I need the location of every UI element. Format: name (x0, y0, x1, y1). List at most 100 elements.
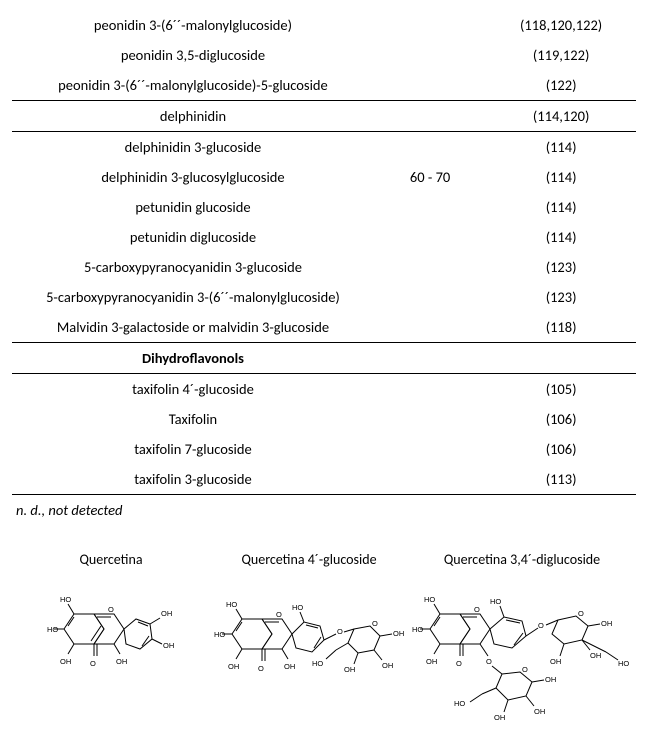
svg-text:HO: HO (60, 595, 71, 604)
svg-text:OH: OH (228, 662, 239, 671)
svg-text:OH: OH (545, 675, 556, 684)
compound-value (374, 404, 486, 434)
structure-icon: HO HO OH O OH OH OH O (46, 574, 176, 684)
svg-text:OH: OH (382, 661, 393, 670)
compound-reference: (118) (486, 312, 636, 343)
compound-value (374, 222, 486, 252)
molecule-row: Quercetina HO HO OH O OH (12, 551, 636, 724)
table-row: delphinidin 3-glucosylglucoside60 - 70(1… (12, 162, 636, 192)
compound-reference: (114) (486, 132, 636, 163)
molecule-quercetina-4-glucoside: Quercetina 4´-glucoside HO HO OH O OH HO… (210, 551, 408, 724)
svg-text:OH: OH (284, 662, 295, 671)
compound-reference: (119,122) (486, 40, 636, 70)
svg-text:OH: OH (494, 713, 505, 722)
svg-text:O: O (474, 605, 480, 614)
structure-icon: HO HO OH O OH HO O O O OH OH OH HO (214, 574, 404, 694)
svg-text:O: O (337, 627, 343, 636)
compound-name: delphinidin 3-glucoside (12, 132, 374, 163)
table-row: delphinidin 3-glucoside (114) (12, 132, 636, 163)
table-row: peonidin 3-(6´´-malonylglucoside)(118,12… (12, 10, 636, 40)
compound-value (374, 434, 486, 464)
compound-name: Malvidin 3-galactoside or malvidin 3-glu… (12, 312, 374, 343)
compound-name: petunidin glucoside (12, 192, 374, 222)
table-row: Malvidin 3-galactoside or malvidin 3-glu… (12, 312, 636, 343)
svg-text:HO: HO (47, 625, 58, 634)
table-row: taxifolin 3-glucoside (113) (12, 464, 636, 495)
svg-text:OH: OH (590, 651, 601, 660)
svg-text:OH: OH (116, 657, 127, 666)
compound-value (374, 464, 486, 495)
compound-name: 5-carboxypyranocyanidin 3-(6´´-malonylgl… (12, 282, 374, 312)
compound-value (374, 343, 486, 374)
compound-reference (486, 343, 636, 374)
svg-text:HO: HO (618, 659, 629, 668)
svg-text:O: O (372, 619, 378, 628)
compound-reference: (114) (486, 222, 636, 252)
svg-text:HO: HO (424, 595, 435, 604)
svg-text:O: O (456, 659, 462, 668)
svg-text:HO: HO (412, 625, 423, 634)
molecule-title: Quercetina 4´-glucoside (241, 551, 376, 568)
compound-name: taxifolin 3-glucoside (12, 464, 374, 495)
svg-text:O: O (486, 657, 492, 666)
compound-reference: (114) (486, 192, 636, 222)
compound-reference: (118,120,122) (486, 10, 636, 40)
svg-text:O: O (578, 609, 584, 618)
compound-reference: (122) (486, 70, 636, 101)
svg-text:HO: HO (490, 597, 501, 606)
compound-table: peonidin 3-(6´´-malonylglucoside)(118,12… (12, 10, 636, 495)
compound-name: Taxifolin (12, 404, 374, 434)
compound-name: petunidin diglucoside (12, 222, 374, 252)
table-row: Dihydroflavonols (12, 343, 636, 374)
svg-text:HO: HO (292, 603, 303, 612)
table-row: peonidin 3,5-diglucoside (119,122) (12, 40, 636, 70)
svg-text:O: O (522, 665, 528, 674)
compound-reference: (106) (486, 404, 636, 434)
table-row: 5-carboxypyranocyanidin 3-glucoside (123) (12, 252, 636, 282)
compound-reference: (114,120) (486, 101, 636, 132)
compound-value (374, 70, 486, 101)
compound-reference: (105) (486, 374, 636, 405)
table-row: 5-carboxypyranocyanidin 3-(6´´-malonylgl… (12, 282, 636, 312)
table-row: delphinidin (114,120) (12, 101, 636, 132)
compound-name: peonidin 3-(6´´-malonylglucoside)-5-gluc… (12, 70, 374, 101)
svg-text:OH: OH (534, 707, 545, 716)
compound-name: peonidin 3,5-diglucoside (12, 40, 374, 70)
table-row: taxifolin 4´-glucoside (105) (12, 374, 636, 405)
svg-text:HO: HO (226, 600, 237, 609)
table-row: petunidin diglucoside (114) (12, 222, 636, 252)
compound-name: delphinidin (12, 101, 374, 132)
svg-text:OH: OH (601, 619, 612, 628)
compound-name: taxifolin 4´-glucoside (12, 374, 374, 405)
compound-value (374, 252, 486, 282)
table-row: peonidin 3-(6´´-malonylglucoside)-5-gluc… (12, 70, 636, 101)
molecule-quercetina-34-diglucoside: Quercetina 3,4´-diglucoside HO HO OH O H… (408, 551, 636, 724)
compound-value (374, 374, 486, 405)
svg-text:OH: OH (344, 665, 355, 674)
compound-reference: (114) (486, 162, 636, 192)
compound-value: 60 - 70 (374, 162, 486, 192)
svg-text:HO: HO (454, 699, 465, 708)
table-row: petunidin glucoside (114) (12, 192, 636, 222)
compound-name: delphinidin 3-glucosylglucoside (12, 162, 374, 192)
svg-text:O: O (276, 610, 282, 619)
compound-reference: (113) (486, 464, 636, 495)
svg-text:O: O (538, 621, 544, 630)
svg-text:OH: OH (426, 657, 437, 666)
compound-reference: (106) (486, 434, 636, 464)
compound-value (374, 192, 486, 222)
compound-value (374, 282, 486, 312)
molecule-quercetina: Quercetina HO HO OH O OH (12, 551, 210, 724)
table-row: Taxifolin (106) (12, 404, 636, 434)
compound-name: Dihydroflavonols (12, 343, 374, 374)
svg-text:OH: OH (550, 657, 561, 666)
compound-name: 5-carboxypyranocyanidin 3-glucoside (12, 252, 374, 282)
svg-text:HO: HO (214, 630, 225, 639)
svg-text:O: O (108, 605, 114, 614)
molecule-title: Quercetina (79, 551, 142, 568)
compound-reference: (123) (486, 252, 636, 282)
svg-text:OH: OH (393, 629, 404, 638)
compound-value (374, 312, 486, 343)
molecule-title: Quercetina 3,4´-diglucoside (444, 551, 600, 568)
compound-value (374, 10, 486, 40)
